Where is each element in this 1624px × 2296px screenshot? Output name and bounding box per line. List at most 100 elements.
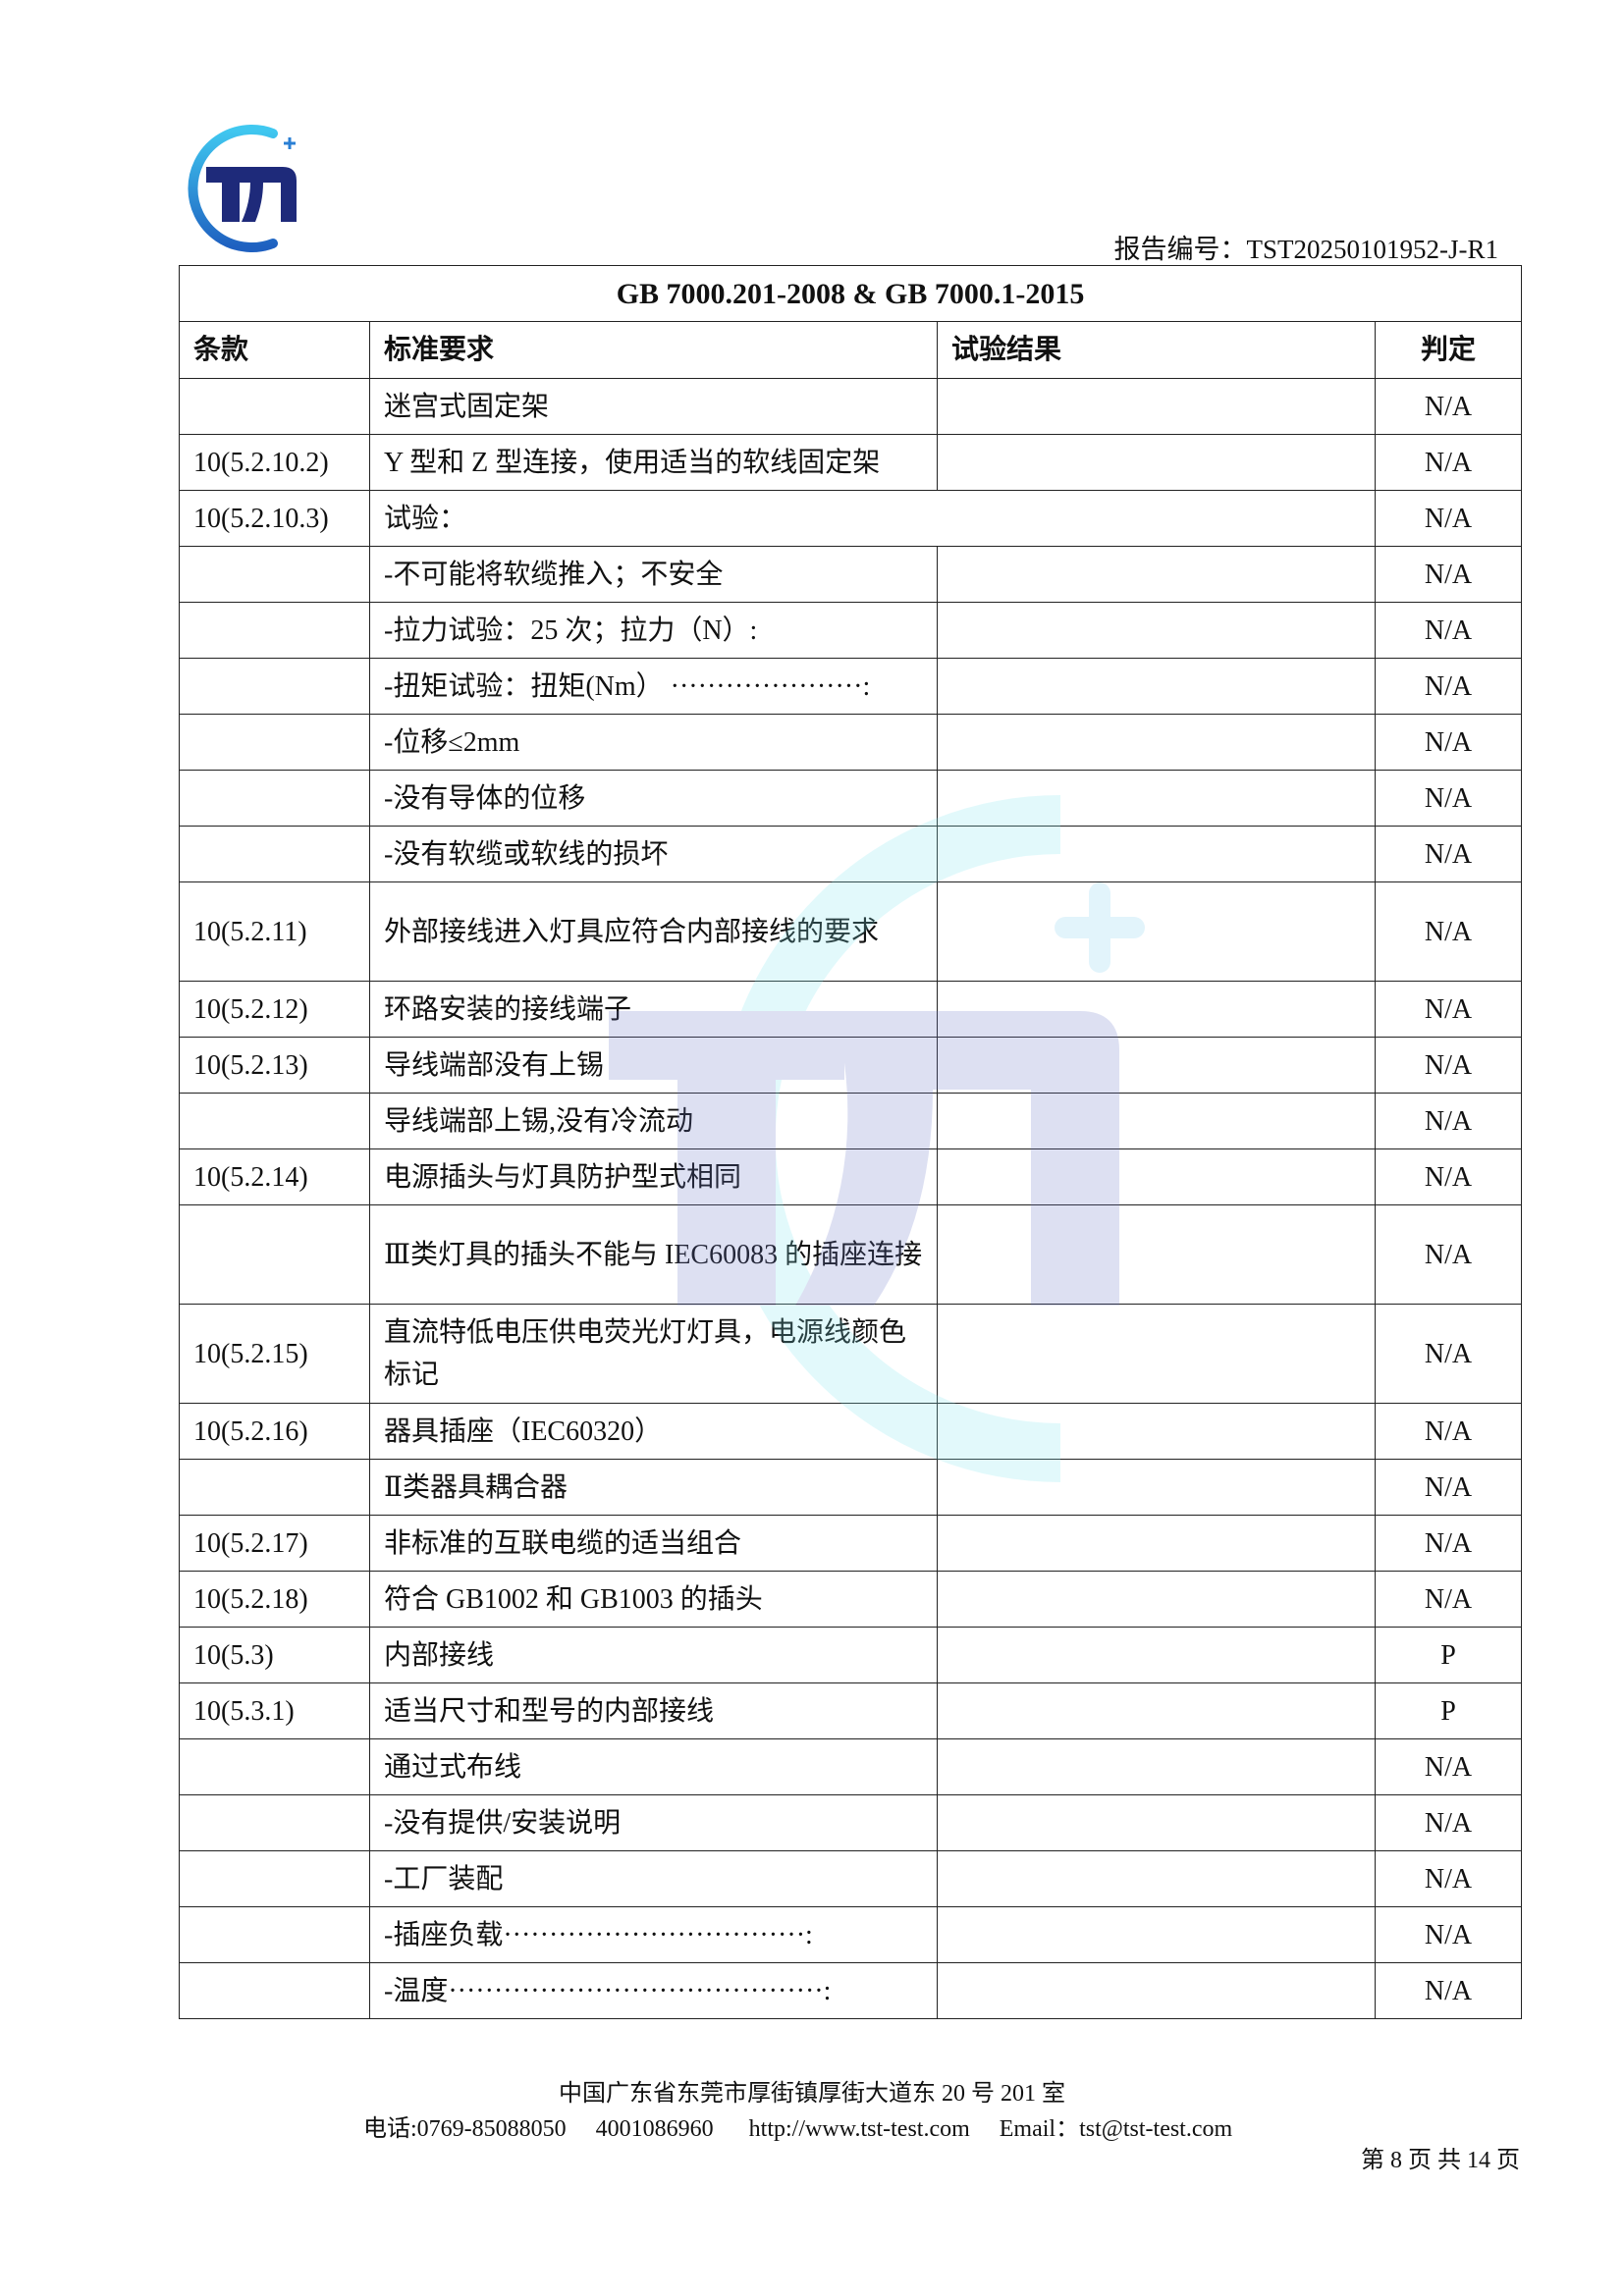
table-row: 导线端部上锡,没有冷流动 N/A <box>179 1093 1523 1149</box>
column-header-clause: 条款 <box>179 321 370 379</box>
table-row: -插座负载·································: N… <box>179 1906 1523 1963</box>
verdict-cell: N/A <box>1374 1906 1523 1963</box>
table-row: -没有软缆或软线的损坏 N/A <box>179 826 1523 882</box>
requirement-cell: -工厂装配 <box>369 1850 938 1907</box>
table-row: -不可能将软缆推入；不安全 N/A <box>179 546 1523 603</box>
footer-phone: 电话:0769-85088050 <box>363 2116 567 2142</box>
requirement-cell: 导线端部上锡,没有冷流动 <box>369 1093 938 1149</box>
requirement-cell: 内部接线 <box>369 1627 938 1683</box>
table-row: 10(5.3.1) 适当尺寸和型号的内部接线 P <box>179 1682 1523 1739</box>
requirement-cell: -没有提供/安装说明 <box>369 1794 938 1851</box>
footer-website[interactable]: http://www.tst-test.com <box>748 2116 970 2142</box>
table-row: Ⅱ类器具耦合器 N/A <box>179 1459 1523 1516</box>
requirement-cell: -扭矩试验：扭矩(Nm） ·····················: <box>369 658 938 715</box>
table-row: -位移≤2mm N/A <box>179 714 1523 771</box>
clause-cell <box>179 1738 370 1795</box>
result-cell <box>937 1571 1376 1628</box>
verdict-cell: N/A <box>1374 490 1523 547</box>
report-number: 报告编号：TST20250101952-J-R1 <box>1113 235 1499 264</box>
result-cell <box>937 378 1376 435</box>
table-row: 10(5.3) 内部接线 P <box>179 1627 1523 1683</box>
table-row: 通过式布线 N/A <box>179 1738 1523 1795</box>
clause-cell <box>179 826 370 882</box>
result-cell <box>937 1204 1376 1305</box>
verdict-cell: N/A <box>1374 602 1523 659</box>
result-cell <box>937 1093 1376 1149</box>
requirement-cell: -没有导体的位移 <box>369 770 938 827</box>
footer-address: 中国广东省东莞市厚街镇厚街大道东 20 号 201 室 <box>559 2081 1065 2107</box>
clause-cell <box>179 658 370 715</box>
clause-cell: 10(5.2.13) <box>179 1037 370 1094</box>
requirement-cell: -不可能将软缆推入；不安全 <box>369 546 938 603</box>
requirement-cell: -拉力试验：25 次；拉力（N）: <box>369 602 938 659</box>
verdict-cell: N/A <box>1374 1794 1523 1851</box>
clause-cell: 10(5.2.14) <box>179 1148 370 1205</box>
verdict-cell: N/A <box>1374 434 1523 491</box>
clause-cell <box>179 1962 370 2019</box>
result-cell <box>937 1515 1376 1572</box>
requirement-cell: 试验： <box>369 490 1376 547</box>
requirement-cell: 电源插头与灯具防护型式相同 <box>369 1148 938 1205</box>
clause-cell <box>179 714 370 771</box>
verdict-cell: N/A <box>1374 658 1523 715</box>
result-cell <box>937 1304 1376 1404</box>
verdict-cell: N/A <box>1374 1403 1523 1460</box>
verdict-cell: N/A <box>1374 546 1523 603</box>
clause-cell: 10(5.2.15) <box>179 1304 370 1404</box>
result-cell <box>937 602 1376 659</box>
verdict-cell: N/A <box>1374 378 1523 435</box>
tst-logo <box>188 125 297 252</box>
clause-cell: 10(5.2.10.3) <box>179 490 370 547</box>
clause-cell <box>179 378 370 435</box>
verdict-cell: N/A <box>1374 1037 1523 1094</box>
result-cell <box>937 1682 1376 1739</box>
result-cell <box>937 1906 1376 1963</box>
verdict-cell: N/A <box>1374 1304 1523 1404</box>
requirement-cell: 通过式布线 <box>369 1738 938 1795</box>
clause-cell <box>179 1459 370 1516</box>
result-cell <box>937 770 1376 827</box>
requirement-cell: 符合 GB1002 和 GB1003 的插头 <box>369 1571 938 1628</box>
table-row: 10(5.2.15) 直流特低电压供电荧光灯灯具，电源线颜色标记 N/A <box>179 1304 1523 1404</box>
verdict-cell: N/A <box>1374 1093 1523 1149</box>
clause-cell: 10(5.3) <box>179 1627 370 1683</box>
clause-cell: 10(5.2.11) <box>179 881 370 982</box>
table-row: 10(5.2.17) 非标准的互联电缆的适当组合 N/A <box>179 1515 1523 1572</box>
result-cell <box>937 1037 1376 1094</box>
requirement-cell: 非标准的互联电缆的适当组合 <box>369 1515 938 1572</box>
verdict-cell: N/A <box>1374 1738 1523 1795</box>
clause-cell: 10(5.2.17) <box>179 1515 370 1572</box>
result-cell <box>937 434 1376 491</box>
test-results-table: GB 7000.201-2008 & GB 7000.1-2015 条款 标准要… <box>178 265 1523 2019</box>
result-cell <box>937 1148 1376 1205</box>
result-cell <box>937 714 1376 771</box>
verdict-cell: P <box>1374 1682 1523 1739</box>
requirement-cell: Ⅱ类器具耦合器 <box>369 1459 938 1516</box>
clause-cell: 10(5.3.1) <box>179 1682 370 1739</box>
clause-cell <box>179 1850 370 1907</box>
verdict-cell: N/A <box>1374 1148 1523 1205</box>
verdict-cell: N/A <box>1374 714 1523 771</box>
table-row: 10(5.2.18) 符合 GB1002 和 GB1003 的插头 N/A <box>179 1571 1523 1628</box>
verdict-cell: N/A <box>1374 1571 1523 1628</box>
clause-cell: 10(5.2.10.2) <box>179 434 370 491</box>
requirement-cell: -位移≤2mm <box>369 714 938 771</box>
table-row: 迷宫式固定架 N/A <box>179 378 1523 435</box>
clause-cell <box>179 602 370 659</box>
result-cell <box>937 1459 1376 1516</box>
clause-cell: 10(5.2.16) <box>179 1403 370 1460</box>
requirement-cell: -插座负载·································: <box>369 1906 938 1963</box>
clause-cell: 10(5.2.18) <box>179 1571 370 1628</box>
verdict-cell: N/A <box>1374 1850 1523 1907</box>
result-cell <box>937 826 1376 882</box>
result-cell <box>937 981 1376 1038</box>
clause-cell <box>179 1794 370 1851</box>
verdict-cell: N/A <box>1374 1204 1523 1305</box>
table-row: -扭矩试验：扭矩(Nm） ·····················: N/A <box>179 658 1523 715</box>
requirement-cell: Y 型和 Z 型连接，使用适当的软线固定架 <box>369 434 938 491</box>
requirement-cell: -没有软缆或软线的损坏 <box>369 826 938 882</box>
result-cell <box>937 658 1376 715</box>
footer-email[interactable]: Email：tst@tst-test.com <box>999 2116 1233 2142</box>
verdict-cell: N/A <box>1374 1459 1523 1516</box>
result-cell <box>937 546 1376 603</box>
